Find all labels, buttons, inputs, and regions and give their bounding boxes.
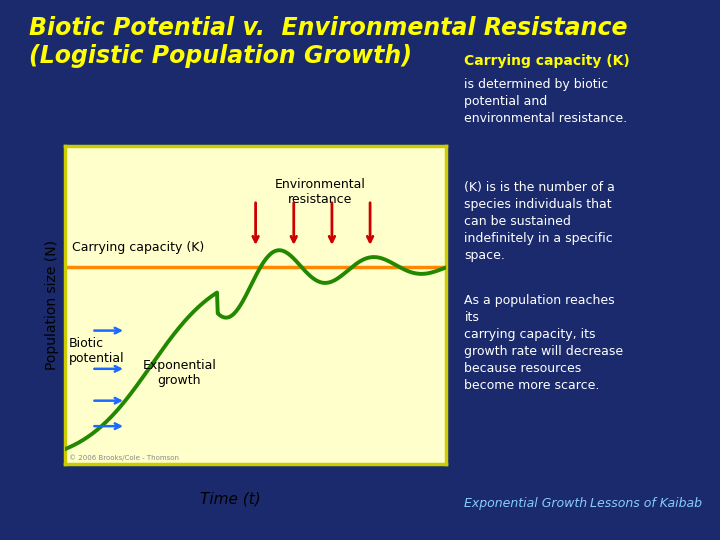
Text: Lessons of Kaibab: Lessons of Kaibab: [590, 497, 703, 510]
Text: (K) is is the number of a
species individuals that
can be sustained
indefinitely: (K) is is the number of a species indivi…: [464, 181, 616, 262]
Y-axis label: Population size (N): Population size (N): [45, 240, 59, 370]
Text: Exponential Growth: Exponential Growth: [464, 497, 588, 510]
Text: Carrying capacity (K): Carrying capacity (K): [73, 241, 204, 254]
Text: © 2006 Brooks/Cole - Thomson: © 2006 Brooks/Cole - Thomson: [68, 455, 179, 461]
Text: Biotic Potential v.  Environmental Resistance
(Logistic Population Growth): Biotic Potential v. Environmental Resist…: [29, 16, 627, 68]
Text: As a population reaches
its
carrying capacity, its
growth rate will decrease
bec: As a population reaches its carrying cap…: [464, 294, 624, 392]
Text: Environmental
resistance: Environmental resistance: [275, 178, 366, 206]
Text: Exponential
growth: Exponential growth: [143, 359, 216, 387]
Text: is determined by biotic
potential and
environmental resistance.: is determined by biotic potential and en…: [464, 78, 628, 125]
Text: Carrying capacity (K): Carrying capacity (K): [464, 54, 630, 68]
Text: Time (t): Time (t): [200, 491, 261, 507]
Text: Biotic
potential: Biotic potential: [68, 337, 125, 365]
